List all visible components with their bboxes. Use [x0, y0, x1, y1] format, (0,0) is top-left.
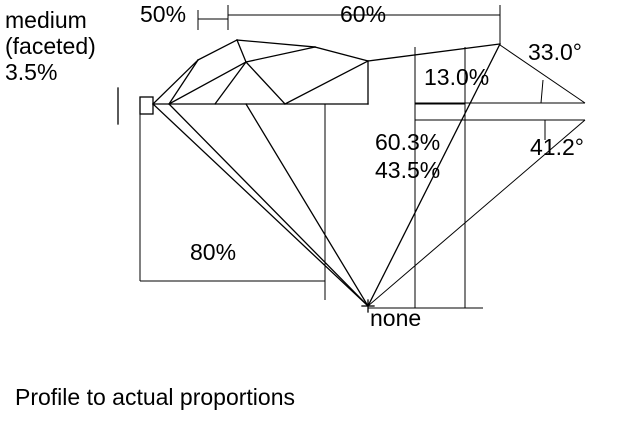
svg-text:Profile to actual proportions: Profile to actual proportions [15, 384, 295, 410]
svg-text:41.2°: 41.2° [530, 134, 584, 160]
svg-text:(faceted): (faceted) [5, 33, 96, 59]
svg-text:50%: 50% [140, 1, 186, 27]
svg-text:3.5%: 3.5% [5, 59, 57, 85]
svg-text:60.3%: 60.3% [375, 129, 440, 155]
svg-text:33.0°: 33.0° [528, 39, 582, 65]
svg-text:60%: 60% [340, 1, 386, 27]
svg-text:13.0%: 13.0% [424, 64, 489, 90]
svg-text:none: none [370, 305, 421, 331]
svg-text:80%: 80% [190, 239, 236, 265]
svg-text:43.5%: 43.5% [375, 157, 440, 183]
svg-text:medium: medium [5, 7, 87, 33]
